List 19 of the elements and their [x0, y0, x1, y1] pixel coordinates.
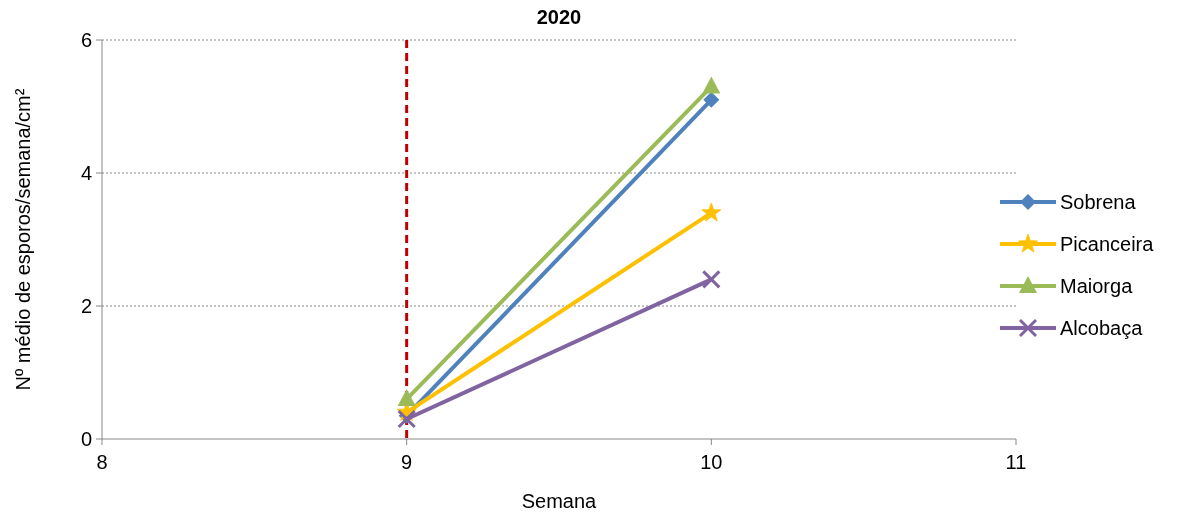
x-tick-label: 9 [401, 451, 413, 473]
x-tick-label: 11 [1005, 451, 1027, 473]
legend-label: Alcobaça [1060, 317, 1144, 339]
legend-label: Picanceira [1060, 233, 1155, 255]
y-tick-label: 4 [80, 162, 92, 184]
legend-label: Sobrena [1060, 191, 1137, 213]
y-tick-label: 2 [80, 295, 92, 317]
chart-title: 2020 [536, 6, 582, 28]
y-tick-label: 6 [80, 29, 92, 51]
x-tick-label: 8 [96, 451, 108, 473]
point [397, 409, 417, 429]
x-axis-title: Semana [521, 490, 598, 512]
point [701, 269, 721, 289]
point [701, 202, 722, 222]
x-tick-label: 10 [700, 451, 723, 473]
point [703, 91, 720, 108]
y-axis-title: Nº médio de esporos/semana/cm² [12, 88, 34, 391]
legend-label: Maiorga [1060, 275, 1134, 297]
y-tick-label: 0 [80, 428, 92, 450]
